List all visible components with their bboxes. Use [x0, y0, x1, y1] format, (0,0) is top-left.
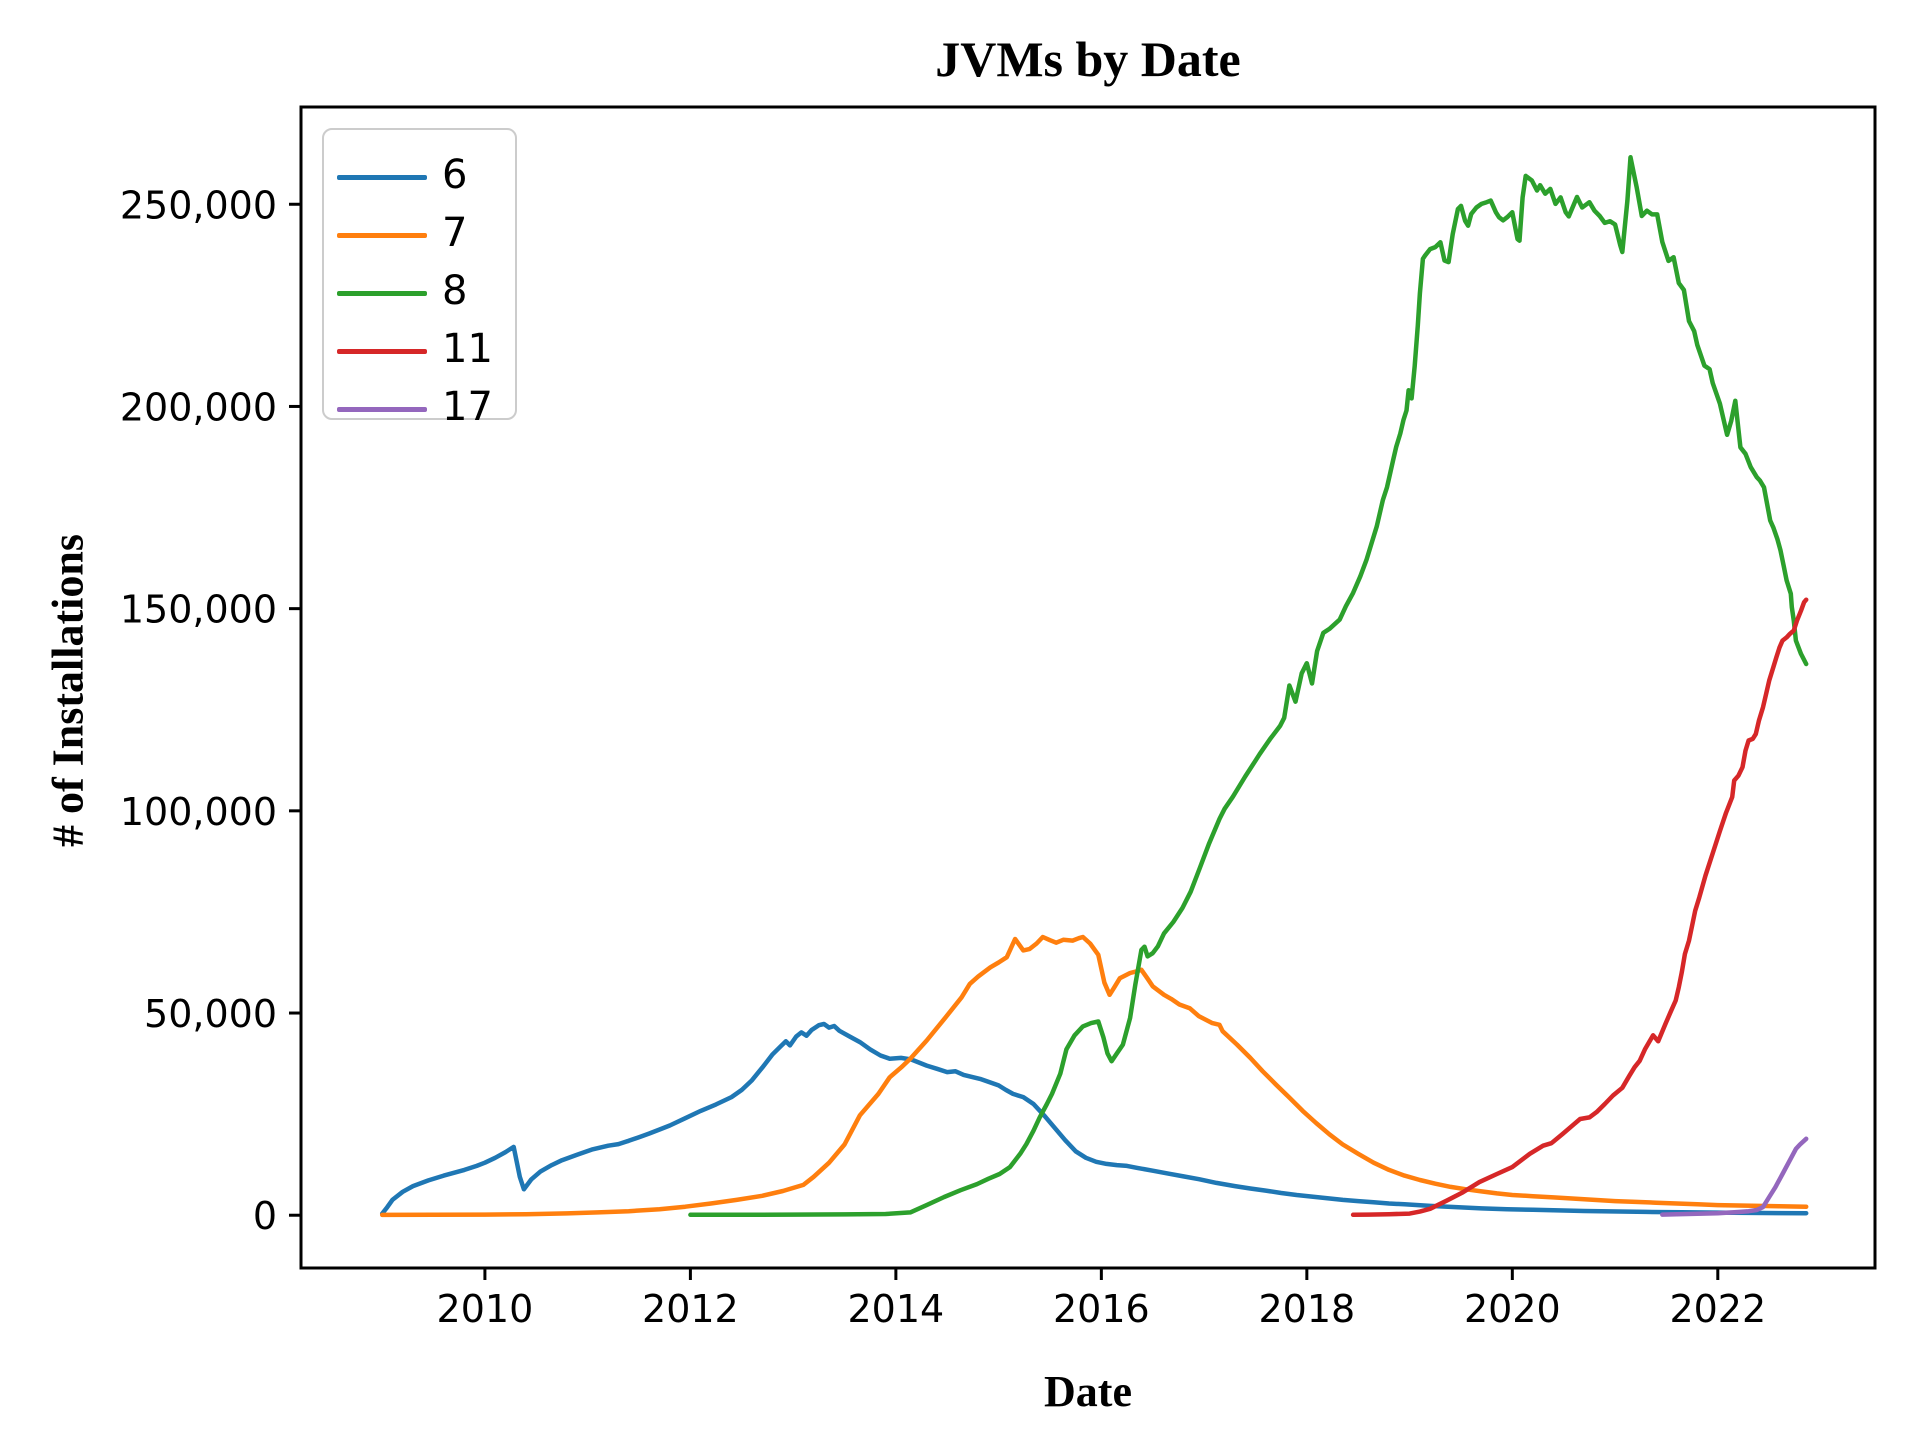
legend-swatch-6 [337, 174, 427, 180]
legend-entry-17: 17 [324, 380, 515, 438]
legend-entry-7: 7 [324, 206, 515, 264]
x-axis-label: Date [1044, 1367, 1132, 1416]
x-tick-label: 2018 [1258, 1287, 1355, 1331]
series-line-6 [379, 1021, 1809, 1216]
chart-title: JVMs by Date [935, 31, 1241, 87]
y-tick-label: 150,000 [120, 588, 277, 632]
legend-swatch-11 [337, 348, 427, 354]
series-line-17 [1660, 1136, 1809, 1217]
y-tick-label: 250,000 [120, 183, 277, 227]
x-tick-label: 2012 [642, 1287, 739, 1331]
y-tick-label: 200,000 [120, 385, 277, 429]
x-tick-label: 2010 [437, 1287, 534, 1331]
y-tick-label: 0 [253, 1194, 277, 1238]
legend-label-17: 17 [442, 384, 493, 431]
legend-label-8: 8 [442, 268, 468, 315]
legend-entry-11: 11 [324, 322, 515, 380]
legend-label-11: 11 [442, 326, 493, 373]
legend-swatch-7 [337, 232, 427, 238]
x-tick-label: 2020 [1464, 1287, 1561, 1331]
x-tick-label: 2016 [1053, 1287, 1150, 1331]
y-tick-label: 100,000 [120, 790, 277, 834]
series-line-11 [1350, 597, 1809, 1218]
x-tick-label: 2014 [848, 1287, 945, 1331]
x-tick-label: 2022 [1669, 1287, 1766, 1331]
legend-swatch-8 [337, 290, 427, 296]
legend-entry-8: 8 [324, 264, 515, 322]
series-line-8 [688, 155, 1809, 1218]
legend-label-6: 6 [442, 152, 468, 199]
legend-label-7: 7 [442, 210, 468, 257]
legend-entry-6: 6 [324, 148, 515, 206]
legend: 6 7 8 11 17 [322, 128, 517, 430]
series-line-7 [379, 934, 1809, 1218]
legend-swatch-17 [337, 406, 427, 412]
axes-frame [299, 105, 1877, 1270]
y-tick-label: 50,000 [144, 992, 277, 1036]
